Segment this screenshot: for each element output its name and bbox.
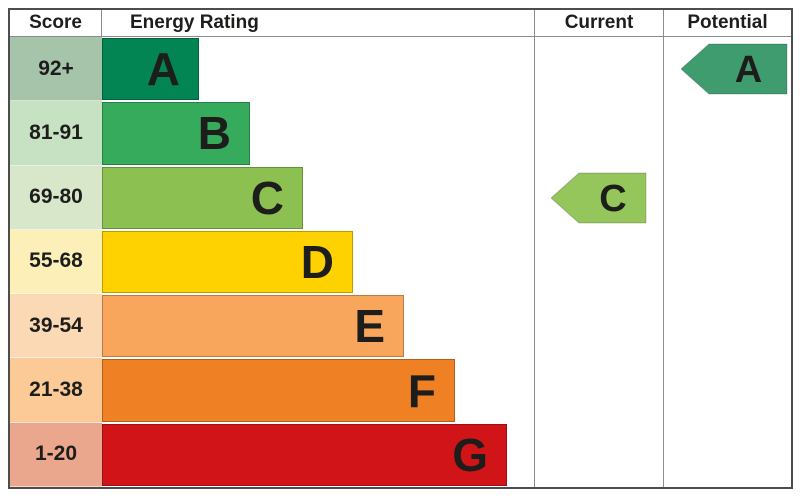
current-cell bbox=[535, 101, 664, 166]
bar-area: C bbox=[102, 165, 535, 230]
epc-rows: 92+ A A 81-91 B 69-80 C C bbox=[10, 37, 791, 487]
score-range-label: 21-38 bbox=[29, 378, 83, 402]
band-row: 21-38 F bbox=[10, 358, 791, 423]
rating-bar: B bbox=[102, 102, 250, 165]
rating-letter: A bbox=[146, 43, 180, 96]
rating-bar: A bbox=[102, 38, 199, 101]
band-row: 81-91 B bbox=[10, 101, 791, 166]
header-potential: Potential bbox=[687, 12, 768, 33]
score-range-label: 81-91 bbox=[29, 120, 83, 144]
score-range-label: 1-20 bbox=[34, 442, 78, 466]
bar-area: A bbox=[102, 37, 535, 102]
potential-rating-arrow: A bbox=[681, 43, 788, 95]
rating-letter: D bbox=[300, 235, 334, 288]
potential-cell bbox=[664, 423, 791, 487]
current-rating-arrow-letter: C bbox=[599, 178, 626, 220]
current-cell bbox=[535, 37, 664, 102]
band-row: 39-54 E bbox=[10, 294, 791, 359]
score-cell: 55-68 bbox=[10, 229, 102, 295]
score-cell: 69-80 bbox=[10, 165, 102, 230]
bar-area: G bbox=[102, 422, 535, 487]
header-current: Current bbox=[535, 10, 664, 36]
score-cell: 21-38 bbox=[10, 358, 102, 423]
rating-bar: C bbox=[102, 166, 303, 229]
current-rating-arrow: C bbox=[551, 172, 647, 224]
potential-cell: A bbox=[664, 37, 791, 101]
rating-letter: F bbox=[407, 364, 436, 417]
potential-cell bbox=[664, 166, 791, 230]
score-range-label: 55-68 bbox=[29, 249, 83, 273]
band-row: 92+ A A bbox=[10, 37, 791, 102]
rating-letter: B bbox=[197, 107, 231, 160]
score-range-label: 39-54 bbox=[29, 313, 83, 337]
rating-bar: D bbox=[102, 230, 353, 294]
score-cell: 1-20 bbox=[10, 422, 102, 487]
rating-bar: G bbox=[102, 423, 507, 486]
rating-bar: F bbox=[102, 359, 455, 422]
header-energy-rating: Energy Rating bbox=[102, 10, 535, 36]
score-cell: 92+ bbox=[10, 37, 102, 102]
header-score: Score bbox=[10, 10, 102, 36]
score-cell: 39-54 bbox=[10, 294, 102, 359]
score-range-label: 69-80 bbox=[29, 185, 83, 209]
current-cell bbox=[535, 229, 664, 295]
potential-cell bbox=[664, 294, 791, 358]
potential-cell bbox=[664, 230, 791, 294]
potential-cell bbox=[664, 101, 791, 165]
bar-area: F bbox=[102, 358, 535, 423]
potential-cell bbox=[664, 358, 791, 422]
rating-letter: G bbox=[452, 428, 488, 481]
current-cell bbox=[535, 294, 664, 359]
bar-area: B bbox=[102, 101, 535, 166]
rating-bar: E bbox=[102, 295, 404, 358]
rating-letter: E bbox=[354, 300, 385, 353]
score-cell: 81-91 bbox=[10, 101, 102, 166]
current-cell bbox=[535, 422, 664, 487]
band-row: 1-20 G bbox=[10, 422, 791, 487]
epc-header-row: Score Energy Rating Current Potential bbox=[10, 10, 791, 37]
potential-rating-arrow-letter: A bbox=[735, 49, 762, 91]
bar-area: E bbox=[102, 294, 535, 359]
epc-table: Score Energy Rating Current Potential 92… bbox=[8, 8, 793, 489]
bar-area: D bbox=[102, 229, 535, 295]
current-cell: C bbox=[535, 165, 664, 230]
band-row: 55-68 D bbox=[10, 229, 791, 295]
score-range-label: 92+ bbox=[38, 56, 74, 80]
current-cell bbox=[535, 358, 664, 423]
band-row: 69-80 C C bbox=[10, 165, 791, 230]
rating-letter: C bbox=[250, 171, 284, 224]
